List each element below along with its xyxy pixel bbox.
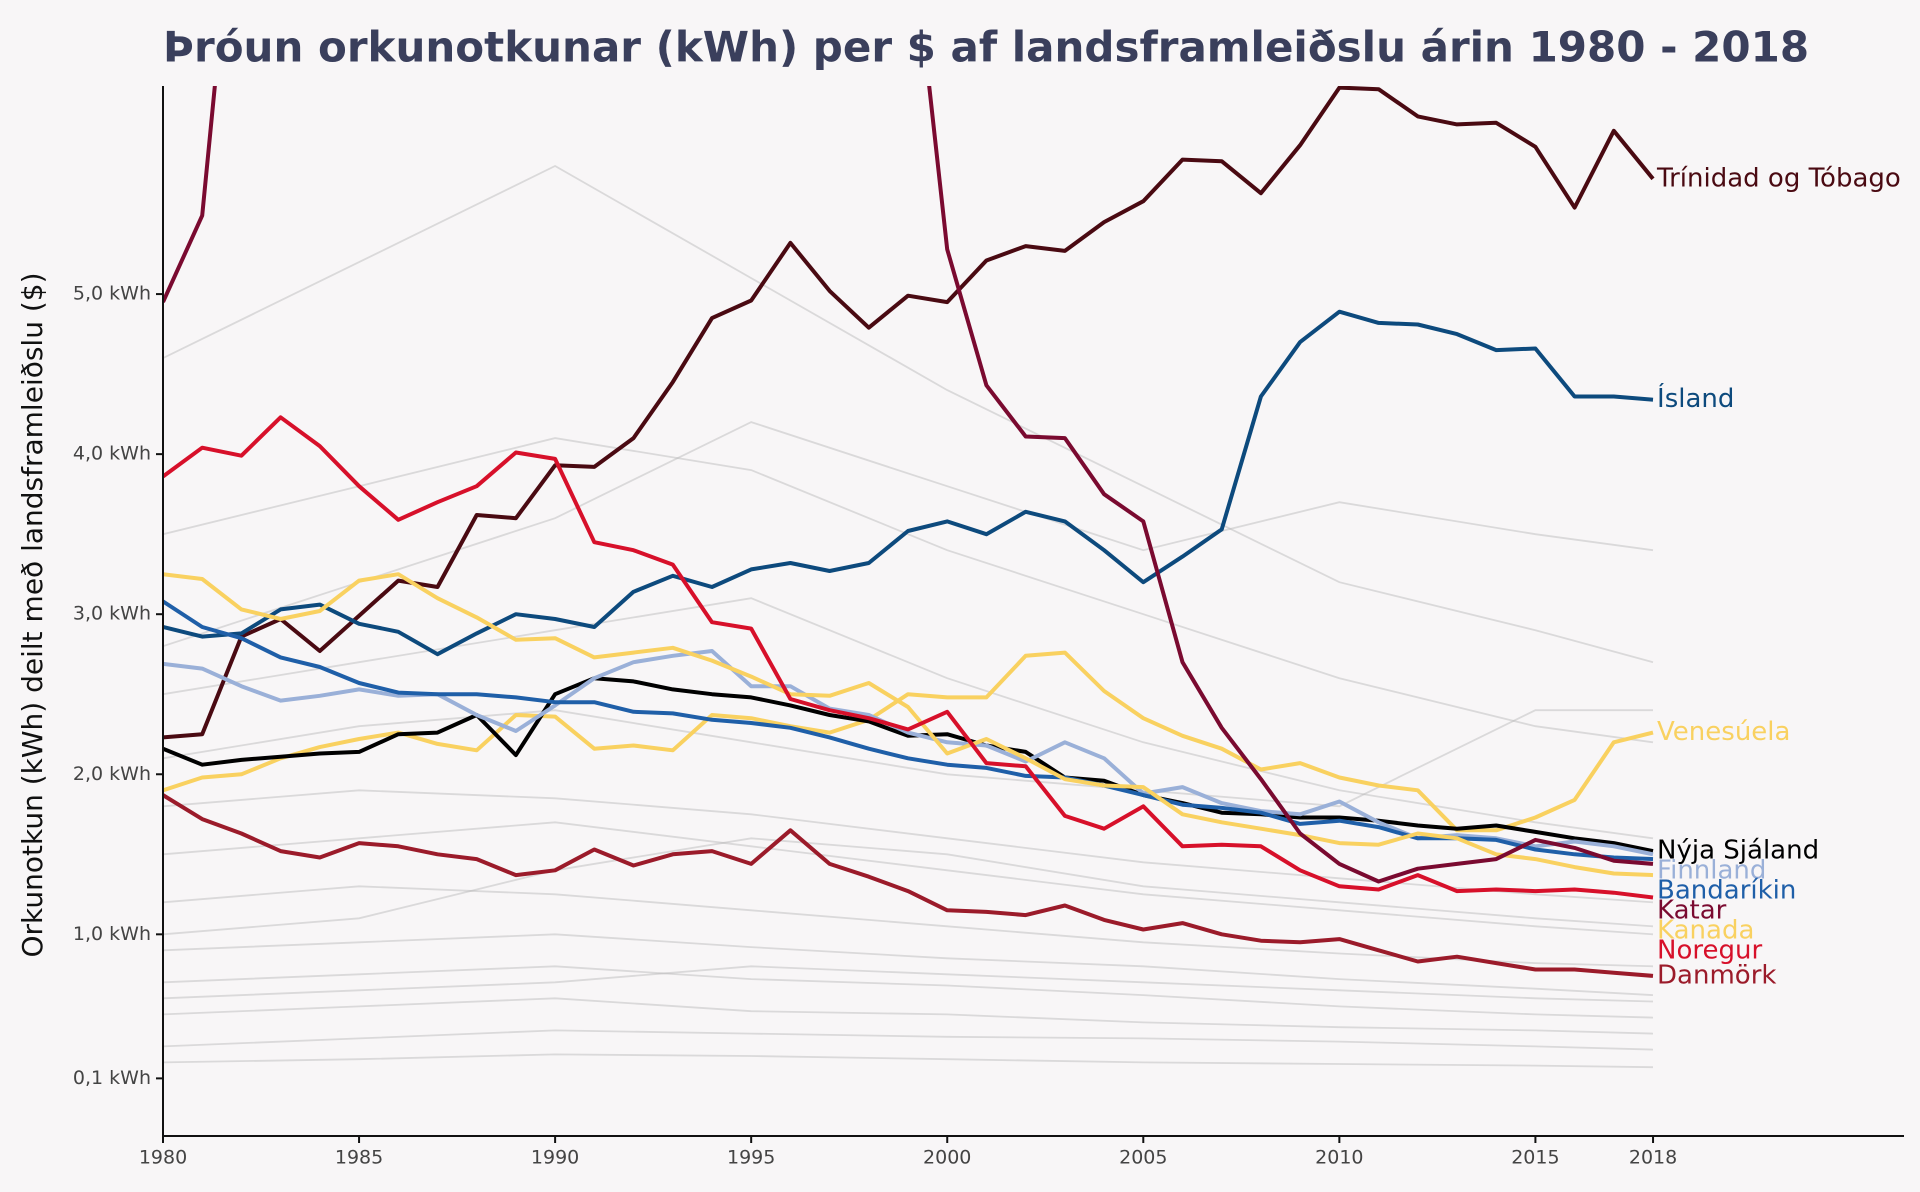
x-tick-label: 1990: [531, 1147, 579, 1169]
x-tick-label: 2018: [1629, 1147, 1677, 1169]
background-line: [163, 1053, 1654, 1069]
background-line: [163, 837, 1654, 936]
background-line: [163, 997, 1654, 1035]
plot-area: [163, 86, 1655, 1069]
x-tick-label: 2000: [923, 1147, 971, 1169]
series-label: Katar: [1657, 896, 1727, 926]
y-tick-label: 0,1 kWh: [73, 1067, 151, 1089]
series-line: [163, 572, 1654, 878]
y-tick-label: 4,0 kWh: [73, 443, 151, 465]
series-label: Noregur: [1657, 936, 1762, 966]
series-line: [163, 793, 1654, 978]
series-label: Ísland: [1657, 382, 1734, 414]
series-label: Bandaríkin: [1657, 876, 1796, 906]
y-tick-label: 2,0 kWh: [73, 763, 151, 785]
background-line: [163, 1029, 1654, 1051]
background-line: [163, 421, 1654, 648]
series-label: Venesúela: [1657, 717, 1790, 747]
y-tick-label: 3,0 kWh: [73, 603, 151, 625]
background-line: [163, 709, 1653, 808]
y-tick-label: 1,0 kWh: [73, 923, 151, 945]
chart-title: Þróun orkunotkunar (kWh) per $ af landsf…: [163, 23, 1809, 72]
series-line: [163, 309, 1654, 657]
x-tick-label: 1995: [727, 1147, 775, 1169]
series-label: Nýja Sjáland: [1657, 836, 1819, 866]
y-axis-label: Orkunotkun (kWh) deilt með landsframleið…: [16, 272, 49, 957]
background-line: [163, 965, 1654, 1003]
background-line: [163, 164, 1654, 664]
x-tick-label: 2005: [1119, 1147, 1167, 1169]
series-line: [163, 415, 1654, 900]
background-line: [163, 597, 1654, 840]
background-line: [163, 965, 1654, 1019]
series-label: Danmörk: [1657, 960, 1776, 990]
background-line: [163, 437, 1654, 744]
background-line: [163, 933, 1654, 996]
series-line: [163, 86, 1654, 884]
series-label: Trínidad og Tóbago: [1656, 163, 1901, 193]
background-line: [163, 821, 1654, 936]
series-line: [163, 676, 1654, 854]
series-line: [163, 599, 1654, 862]
x-tick-label: 1980: [139, 1147, 187, 1169]
series-line: [163, 650, 1654, 833]
x-tick-label: 1985: [335, 1147, 383, 1169]
y-tick-label: 5,0 kWh: [73, 283, 151, 305]
series-label: Kanada: [1657, 916, 1754, 946]
x-tick-label: 2015: [1511, 1147, 1559, 1169]
x-tick-label: 2010: [1315, 1147, 1363, 1169]
series-label: Finnland: [1657, 856, 1766, 886]
